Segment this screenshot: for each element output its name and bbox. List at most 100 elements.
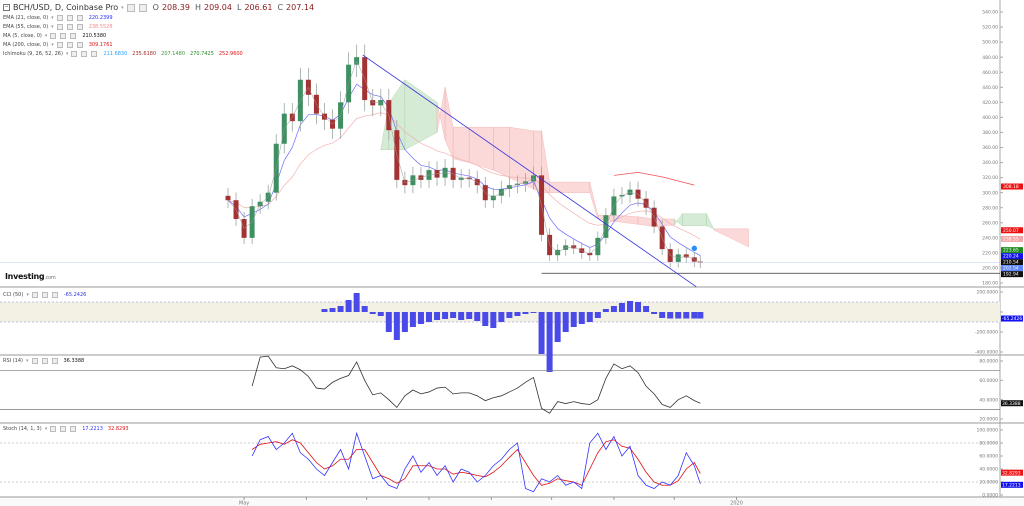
y-tick-label: 540.00 [982,10,998,16]
chevron-down-icon[interactable]: ▾ [121,4,124,11]
ma200-line [613,171,695,186]
y-tick-label: 20.0000 [979,480,998,486]
cci-bar [409,312,416,327]
cci-bar [353,293,360,312]
visibility-icon[interactable] [50,426,57,432]
settings-icon[interactable] [81,51,88,57]
y-tick-label: 240.00 [982,235,998,241]
ichimoku-cloud-segment [436,87,446,141]
price-tag-label: 250.07 [1003,228,1019,234]
indicator-legend-row: Ichimoku (9, 26, 52, 26) ▾ 211.6830 235.618… [3,51,243,57]
ichimoku-cloud-segment [509,126,534,190]
y-tick-label: 220.00 [982,250,998,256]
chevron-down-icon[interactable]: ▾ [51,15,54,21]
rsi-line [251,355,701,414]
settings-icon[interactable] [126,3,135,12]
chevron-down-icon[interactable]: ▾ [44,33,48,39]
cci-bar [643,306,650,312]
visibility-icon[interactable] [31,292,38,298]
collapse-icon[interactable]: − [3,4,10,11]
stoch-legend: Stoch (14, 1, 3) ▾ 17.2213 32.8293 [3,426,129,432]
settings-icon[interactable] [60,33,67,39]
cci-bar [385,312,392,332]
x-tick-label: 2020 [730,501,743,506]
settings-icon[interactable] [60,426,67,432]
settings-icon[interactable] [41,358,48,364]
chevron-down-icon[interactable]: ▾ [26,292,29,298]
y-tick-label: 460.00 [982,70,998,76]
close-icon[interactable] [70,33,77,39]
cci-value-tag-label: -65.2426 [1002,316,1022,322]
indicator-label: MA (5, close, 0) [3,33,42,39]
cci-bar [393,312,400,340]
cci-bar [321,309,328,312]
cci-bar [466,312,473,319]
close-icon[interactable] [91,51,98,57]
price-tag-label: 192.94 [1003,272,1019,278]
chevron-down-icon[interactable]: ▾ [44,426,48,432]
price-tag [1001,271,1023,278]
close-icon[interactable] [138,3,147,12]
y-tick-label: 520.00 [982,25,998,31]
close-icon[interactable] [51,292,58,298]
visibility-icon[interactable] [71,51,78,57]
time-axis [0,497,1024,506]
ichimoku-cloud-segment [714,228,749,248]
cci-bar [490,312,497,328]
y-tick-label: 40.0000 [979,397,998,403]
visibility-icon[interactable] [50,33,57,39]
indicator-value: 235.6180 [132,51,157,57]
cci-bar [675,312,682,319]
close-icon[interactable] [76,24,83,30]
stoch-d-tag-label: 32.8293 [1002,470,1021,476]
y-tick-label: 100.0000 [977,428,999,434]
low-value: 206.61 [244,3,273,12]
price-tag-label: 210.54 [1003,260,1019,266]
cci-bar [602,309,609,312]
cci-bar [659,312,666,318]
settings-icon[interactable] [66,42,73,48]
cci-bar [546,312,553,372]
y-tick-label: 200.00 [982,266,998,272]
visibility-icon[interactable] [31,358,38,364]
close-icon[interactable] [70,426,77,432]
stoch-d-value: 32.8293 [107,426,129,432]
visibility-icon[interactable] [56,24,63,30]
indicator-value: 211.6830 [103,51,128,57]
y-tick-label: 300.00 [982,190,998,196]
cci-bar [667,312,674,319]
y-tick-label: 440.00 [982,85,998,91]
settings-icon[interactable] [66,24,73,30]
logo-name: Investing [5,272,45,281]
y-tick-label: 480.00 [982,55,998,61]
y-tick-label: -200.0000 [975,330,998,336]
chevron-down-icon[interactable]: ▾ [51,42,54,48]
chevron-down-icon[interactable]: ▾ [65,51,69,57]
ma5-line [227,60,701,263]
cci-bar [361,306,368,312]
price-tag [1001,247,1023,254]
ichimoku-cloud-segment [493,126,510,178]
high-value: 209.04 [203,3,232,12]
info-circle-icon [691,245,698,252]
cci-bar [522,312,529,314]
rsi-legend: RSI (14) ▾ 36.3388 [3,358,84,364]
close-icon[interactable] [51,358,58,364]
y-tick-label: 180.00 [982,281,998,287]
cci-value: -65.2426 [63,292,87,298]
settings-icon[interactable] [41,292,48,298]
chevron-down-icon[interactable]: ▾ [51,24,54,30]
indicator-label: Ichimoku (9, 26, 52, 26) [3,51,63,57]
visibility-icon[interactable] [56,42,63,48]
price-tag-label: 223.65 [1003,248,1019,254]
close-icon[interactable] [76,15,83,21]
indicator-legend-row: EMA (21, close, 0) ▾ 220.2399 [3,15,113,21]
indicator-value: 270.7425 [190,51,214,57]
settings-icon[interactable] [66,15,73,21]
y-tick-label: 280.00 [982,205,998,211]
chevron-down-icon[interactable]: ▾ [25,358,29,364]
ema21-line [227,83,701,257]
visibility-icon[interactable] [56,15,63,21]
close-icon[interactable] [76,42,83,48]
